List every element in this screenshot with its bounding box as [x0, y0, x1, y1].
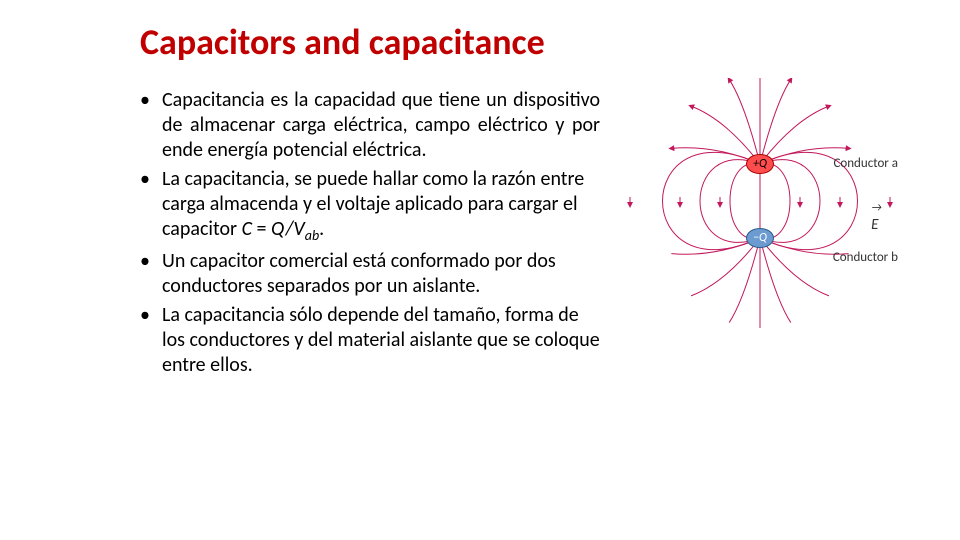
slide: Capacitors and capacitance Capacitancia … [0, 0, 960, 540]
field-svg [620, 78, 900, 358]
bullet-list: Capacitancia es la capacidad que tiene u… [140, 88, 600, 382]
formula-eq: = [252, 217, 271, 241]
formula-qv: Q/V [271, 217, 305, 241]
bullet-1: Capacitancia es la capacidad que tiene u… [140, 88, 600, 163]
field-diagram: +Q −Q Conductor a Conductor b →E [620, 78, 900, 358]
content-row: Capacitancia es la capacidad que tiene u… [140, 88, 920, 382]
pos-charge: +Q [746, 154, 774, 174]
bullet-2-text: La capacitancia, se puede hallar como la… [162, 167, 584, 241]
conductor-a-label: Conductor a [833, 156, 898, 171]
bullet-2: La capacitancia, se puede hallar como la… [140, 167, 600, 245]
bullet-3-text: Un capacitor comercial está conformado p… [162, 249, 556, 298]
bullet-1-text: Capacitancia es la capacidad que tiene u… [162, 88, 600, 162]
conductor-b-label: Conductor b [833, 250, 898, 265]
bullet-4-text: La capacitancia sólo depende del tamaño,… [162, 303, 600, 377]
formula-sub: ab [305, 227, 319, 244]
field-vector-label: →E [871, 198, 882, 234]
formula-c: C [242, 217, 252, 241]
slide-title: Capacitors and capacitance [140, 20, 920, 64]
neg-charge: −Q [746, 228, 774, 248]
formula-dot: . [319, 217, 324, 241]
bullet-3: Un capacitor comercial está conformado p… [140, 249, 600, 299]
bullet-4: La capacitancia sólo depende del tamaño,… [140, 303, 600, 378]
